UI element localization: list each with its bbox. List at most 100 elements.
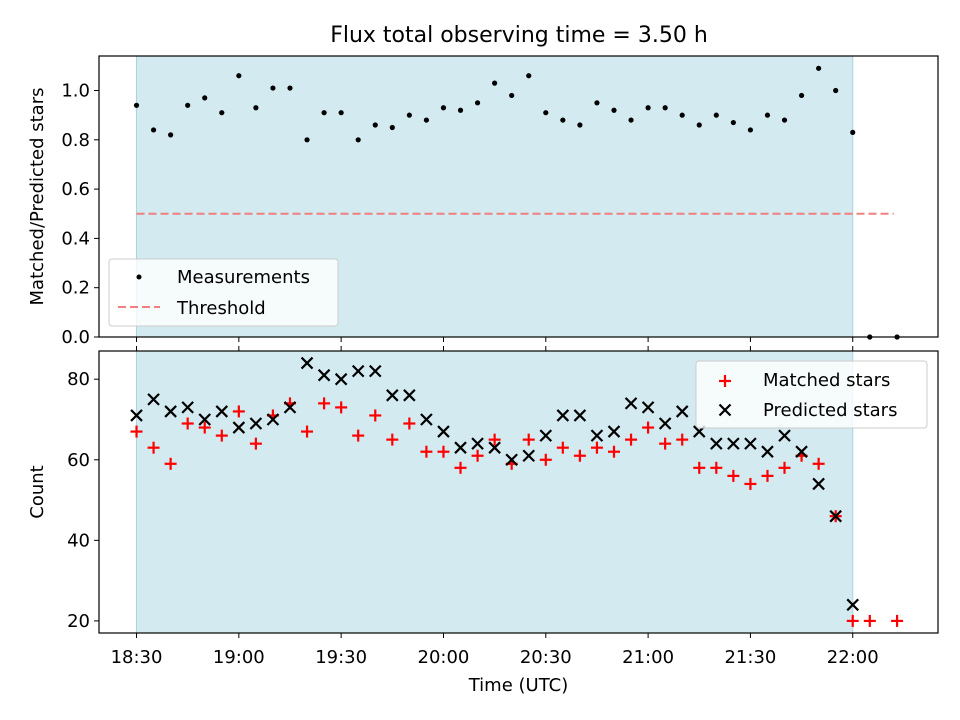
bottom-x-tick-label: 19:00 bbox=[213, 647, 265, 668]
bottom-legend: Matched stars Predicted stars bbox=[695, 360, 928, 429]
cross-stroke bbox=[718, 403, 732, 417]
top-plot-frame bbox=[98, 55, 939, 338]
legend-measurements-marker bbox=[136, 274, 142, 280]
measurement-point bbox=[150, 127, 157, 133]
measurement-point bbox=[372, 122, 378, 128]
cross-stroke bbox=[505, 453, 518, 467]
cross-stroke bbox=[812, 477, 825, 491]
bottom-plot-frame bbox=[98, 350, 939, 634]
measurement-point bbox=[662, 105, 668, 111]
bottom-x-tick-label: 19:30 bbox=[315, 647, 367, 668]
predicted-star-point bbox=[573, 409, 587, 422]
measurement-point bbox=[816, 65, 822, 71]
predicted-star-point bbox=[403, 389, 416, 402]
measurement-point bbox=[270, 85, 276, 91]
matched-star-point bbox=[693, 461, 706, 474]
matched-star-point bbox=[232, 405, 245, 418]
legend-plus bbox=[719, 375, 731, 387]
cross-stroke bbox=[130, 409, 143, 422]
predicted-star-point bbox=[744, 437, 757, 450]
matched-star-point bbox=[522, 433, 535, 446]
matched-star-point bbox=[659, 437, 672, 450]
matched-star-point bbox=[352, 429, 365, 442]
measurement-point bbox=[850, 129, 856, 136]
cross-stroke bbox=[317, 368, 331, 382]
top-y-tick-label: 0.6 bbox=[61, 179, 90, 200]
predicted-star-point bbox=[164, 405, 177, 418]
top-y-tick-label: 0.0 bbox=[61, 327, 90, 348]
measurement-point bbox=[304, 137, 310, 143]
matched-star-point bbox=[198, 421, 211, 434]
legend-matched-label: Matched stars bbox=[763, 370, 890, 391]
predicted-star-point bbox=[761, 445, 774, 458]
cross-stroke bbox=[232, 421, 246, 434]
predicted-star-point bbox=[641, 401, 655, 414]
cross-stroke bbox=[164, 405, 177, 418]
measurement-point bbox=[594, 100, 600, 106]
cross-stroke bbox=[607, 425, 621, 438]
cross-stroke bbox=[829, 509, 842, 523]
predicted-star-point bbox=[658, 417, 672, 430]
matched-star-point bbox=[369, 409, 382, 422]
predicted-star-point bbox=[795, 445, 808, 458]
matched-star-point bbox=[403, 417, 416, 430]
matched-star-point bbox=[147, 441, 160, 454]
measurement-point bbox=[133, 102, 140, 108]
legend-predicted-label: Predicted stars bbox=[763, 400, 897, 421]
cross-stroke bbox=[641, 401, 655, 414]
cross-stroke bbox=[266, 413, 280, 426]
predicted-star-point bbox=[215, 405, 229, 418]
measurement-point bbox=[185, 102, 191, 108]
predicted-star-point bbox=[675, 405, 689, 418]
predicted-star-point bbox=[283, 401, 297, 414]
cross-stroke bbox=[403, 389, 416, 402]
matched-star-point bbox=[590, 441, 603, 454]
bottom-x-tick-label: 18:30 bbox=[111, 647, 163, 668]
cross-stroke bbox=[556, 409, 570, 422]
measurement-point bbox=[168, 132, 174, 138]
measurement-points bbox=[133, 65, 900, 340]
cross-stroke bbox=[658, 417, 672, 430]
measurement-point bbox=[577, 122, 583, 128]
predicted-star-point bbox=[522, 449, 536, 463]
predicted-star-point bbox=[471, 437, 484, 450]
bottom-y-ticks: 20 40 60 80 bbox=[67, 369, 99, 632]
matched-star-point bbox=[164, 457, 177, 470]
legend-predicted-marker bbox=[718, 403, 732, 417]
matched-star-point bbox=[471, 449, 484, 462]
predicted-star-point bbox=[368, 364, 382, 378]
measurement-point bbox=[406, 112, 412, 118]
top-y-tick-label: 0.8 bbox=[61, 130, 90, 151]
cross-stroke bbox=[334, 372, 348, 386]
cross-stroke bbox=[710, 437, 723, 450]
measurement-point bbox=[253, 105, 259, 111]
measurement-point bbox=[474, 100, 481, 106]
matched-star-point bbox=[556, 441, 569, 454]
predicted-star-point bbox=[488, 441, 501, 454]
predicted-star-point bbox=[420, 413, 433, 426]
cross-stroke bbox=[761, 445, 774, 458]
measurement-point bbox=[389, 124, 395, 131]
top-x-ticks bbox=[136, 337, 854, 342]
bottom-legend-box bbox=[695, 360, 928, 429]
legend-measurements-label: Measurements bbox=[177, 267, 310, 288]
measurement-point bbox=[611, 107, 617, 113]
bottom-y-tick-label: 60 bbox=[67, 450, 90, 471]
predicted-star-point bbox=[590, 429, 604, 442]
measurement-point bbox=[440, 105, 447, 111]
measurement-point bbox=[833, 87, 839, 94]
bottom-x-tick-label: 21:00 bbox=[622, 647, 674, 668]
predicted-star-point bbox=[232, 421, 246, 434]
measurement-point bbox=[526, 73, 532, 79]
bottom-x-tick-label: 20:30 bbox=[520, 647, 572, 668]
legend-matched-marker bbox=[719, 375, 731, 387]
cross-stroke bbox=[675, 405, 689, 418]
measurement-point bbox=[509, 92, 515, 99]
x-axis-label: Time (UTC) bbox=[468, 675, 569, 696]
predicted-star-point bbox=[812, 477, 825, 491]
chart-title: Flux total observing time = 3.50 h bbox=[330, 23, 708, 48]
matched-star-point bbox=[812, 457, 825, 470]
measurement-point bbox=[560, 117, 566, 123]
measurement-point bbox=[457, 107, 464, 113]
matched-star-point bbox=[761, 469, 774, 482]
